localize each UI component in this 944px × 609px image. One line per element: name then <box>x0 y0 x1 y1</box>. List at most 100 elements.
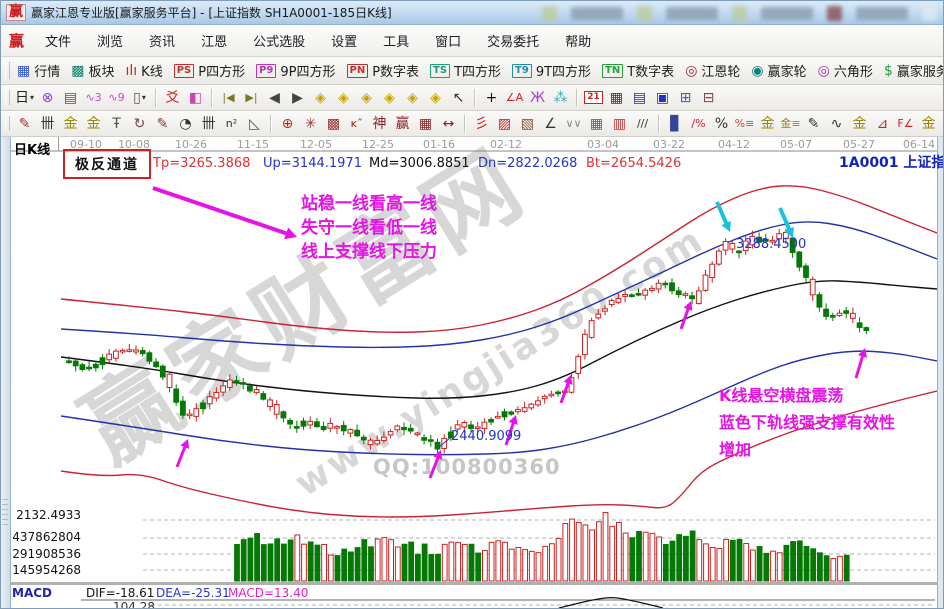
ruler-2-icon[interactable]: 卌 <box>201 115 216 132</box>
info-note-icon[interactable]: ▤ <box>63 89 78 106</box>
wave-9-icon[interactable]: ∿9 <box>108 90 125 104</box>
menu-item[interactable]: 公式选股 <box>253 35 306 50</box>
tool-9p-square[interactable]: P9 9P四方形 <box>252 59 342 82</box>
brush-2-icon[interactable]: ✎ <box>156 115 169 132</box>
nav-diamond-all-icon[interactable]: ◈ <box>407 89 418 106</box>
percent-baseline-icon[interactable]: %≡ <box>734 116 755 130</box>
tool-9t-square[interactable]: T9 9T四方形 <box>508 59 598 82</box>
spider-web-icon[interactable]: ✳ <box>304 115 317 132</box>
tool-hexagon[interactable]: ◎ 六角形 <box>814 59 880 82</box>
calculator-icon[interactable]: ▦ <box>609 89 624 106</box>
ray-fan-icon[interactable]: 彡 <box>474 115 489 132</box>
prev-page-icon[interactable]: ◀ <box>269 89 280 106</box>
web-tool-icon[interactable]: ⁂ <box>553 89 568 106</box>
tool-p-number-table[interactable]: PN P数字表 <box>343 59 427 82</box>
time-cycle-icon[interactable]: ◔ <box>179 115 192 132</box>
right-scrollbar[interactable] <box>937 137 943 608</box>
calendar-icon[interactable]: 21 <box>582 88 605 108</box>
menu-item[interactable]: 浏览 <box>97 35 124 50</box>
crosshair-tool-icon[interactable]: + <box>485 89 498 106</box>
save-icon[interactable]: ▣ <box>655 89 670 106</box>
tool-kline[interactable]: ılı K线 <box>122 59 170 82</box>
menu-item[interactable]: 工具 <box>383 35 410 50</box>
red-grid-bars-icon[interactable]: ▥ <box>612 115 627 132</box>
fan-box-icon[interactable]: ▨ <box>497 115 512 132</box>
menu-item[interactable]: 江恩 <box>201 35 228 50</box>
nav-diamond-left-icon[interactable]: ◈ <box>315 89 326 106</box>
web-box-icon[interactable]: ▩ <box>326 115 341 132</box>
percent-icon[interactable]: % <box>714 115 729 132</box>
gold-cut-icon[interactable]: 金 <box>921 115 936 132</box>
menu-item[interactable]: 帮助 <box>565 35 592 50</box>
tool-sectors[interactable]: ▩ 板块 <box>67 59 121 82</box>
period-kline-dropdown-icon[interactable]: 日 ▾ <box>14 89 34 106</box>
left-scrollbar[interactable] <box>1 137 11 608</box>
channel-name-box[interactable]: 极反通道 <box>63 149 151 179</box>
gold-grid-2-icon[interactable]: 金 <box>86 115 101 132</box>
tool-t-number-table[interactable]: TN T数字表 <box>598 59 681 82</box>
volume-profile-icon[interactable]: ▊ <box>670 115 681 132</box>
shade-box-icon[interactable]: ▧ <box>520 115 535 132</box>
gold-grid-1-icon[interactable]: 金 <box>63 115 78 132</box>
menu-item[interactable]: 文件 <box>45 35 72 50</box>
last-page-icon[interactable]: ▶| <box>245 90 258 104</box>
tool-t-square[interactable]: TS T四方形 <box>426 59 508 82</box>
angle-tool-icon[interactable]: ∠A <box>505 90 524 104</box>
network-icon[interactable]: ⊞ <box>679 89 692 106</box>
parallel-lines-icon[interactable]: /// <box>636 116 649 130</box>
protractor-icon[interactable]: ◺ <box>249 115 260 132</box>
shen-grid-icon[interactable]: 神 <box>372 115 387 132</box>
menu-item[interactable]: 设置 <box>331 35 358 50</box>
transport-icon[interactable]: ⊟ <box>702 89 715 106</box>
annotation-arrows[interactable] <box>152 186 867 479</box>
menu-item[interactable]: 资讯 <box>149 35 176 50</box>
gann-ruler-icon[interactable]: 卌 <box>40 115 55 132</box>
menu-item[interactable]: 窗口 <box>435 35 462 50</box>
menu-item[interactable]: 交易委托 <box>487 35 540 50</box>
width-arrows-icon[interactable]: ↔ <box>442 115 455 132</box>
brush-3-icon[interactable]: ✎ <box>807 115 820 132</box>
annotation-support-note[interactable]: K线悬空横盘震荡 蓝色下轨线强支撑有效性 增加 <box>719 382 895 463</box>
scrollbar-grip[interactable] <box>1 497 9 529</box>
chart-area[interactable]: 赢家财富网 www.yingjia360.com QQ:100800360 日K… <box>1 137 943 609</box>
f-grid-icon[interactable]: Ŧ <box>112 115 121 132</box>
notebook-icon[interactable]: ▤ <box>632 89 647 106</box>
numbered-grid-icon[interactable]: ▦ <box>418 115 433 132</box>
gold-lines-icon[interactable]: 金≡ <box>780 116 801 130</box>
single-candle-dropdown-icon[interactable]: ▯ ▾ <box>133 89 146 106</box>
trend-angle-icon[interactable]: ∠ <box>544 115 557 132</box>
tool-winner-wheel[interactable]: ◉ 赢家轮 <box>747 59 813 82</box>
wave-line-icon[interactable]: ∿ <box>830 115 843 132</box>
red-grid-icon[interactable]: ▦ <box>589 115 604 132</box>
net-tool-icon[interactable]: Ж <box>529 89 546 106</box>
pattern-tool-icon[interactable]: ⊗ <box>41 89 54 106</box>
retrace-tool-icon[interactable]: ↻ <box>133 115 146 132</box>
next-page-icon[interactable]: ▶ <box>292 89 303 106</box>
j-angle-icon[interactable]: ⊿ <box>876 115 889 132</box>
gold-circle-icon[interactable]: 金 <box>760 115 775 132</box>
first-page-icon[interactable]: |◀ <box>222 90 235 104</box>
nav-diamond-right-icon[interactable]: ◈ <box>338 89 349 106</box>
macd-pane-label[interactable]: MACD <box>12 586 52 600</box>
k-notation-icon[interactable]: ĸ˝ <box>350 116 363 130</box>
ying-grid-icon[interactable]: 赢 <box>395 115 410 132</box>
annotation-channel-rules[interactable]: 站稳一线看高一线 失守一线看低一线 线上支撑线下压力 <box>301 192 437 264</box>
zigzag-icon[interactable]: ∨∨ <box>565 116 582 130</box>
nav-diamond-center-icon[interactable]: ◈ <box>430 89 441 106</box>
tool-quotes[interactable]: ▦ 行情 <box>13 59 67 82</box>
f-angle-icon[interactable]: F∠ <box>897 116 914 130</box>
nav-diamond-h-icon[interactable]: ◈ <box>361 89 372 106</box>
figure-tool-icon[interactable]: 爻 <box>165 89 180 106</box>
brush-tool-icon[interactable]: ✎ <box>18 115 31 132</box>
tool-p-square[interactable]: PS P四方形 <box>170 59 252 82</box>
wave-3-icon[interactable]: ∿3 <box>85 90 102 104</box>
nav-diamond-v-icon[interactable]: ◈ <box>384 89 395 106</box>
n-square-icon[interactable]: n² <box>225 116 238 130</box>
tool-winner-service[interactable]: $ 赢家服务 <box>880 59 943 82</box>
color-chart-icon[interactable]: ◧ <box>188 89 203 106</box>
crosshair-target-icon[interactable]: ⊕ <box>281 115 294 132</box>
cursor-tool-icon[interactable]: ↖ <box>452 89 465 106</box>
slash-percent-icon[interactable]: ∕% <box>691 116 706 130</box>
kline-chart-canvas[interactable] <box>11 137 937 609</box>
tool-gann-wheel[interactable]: ◎ 江恩轮 <box>681 59 747 82</box>
